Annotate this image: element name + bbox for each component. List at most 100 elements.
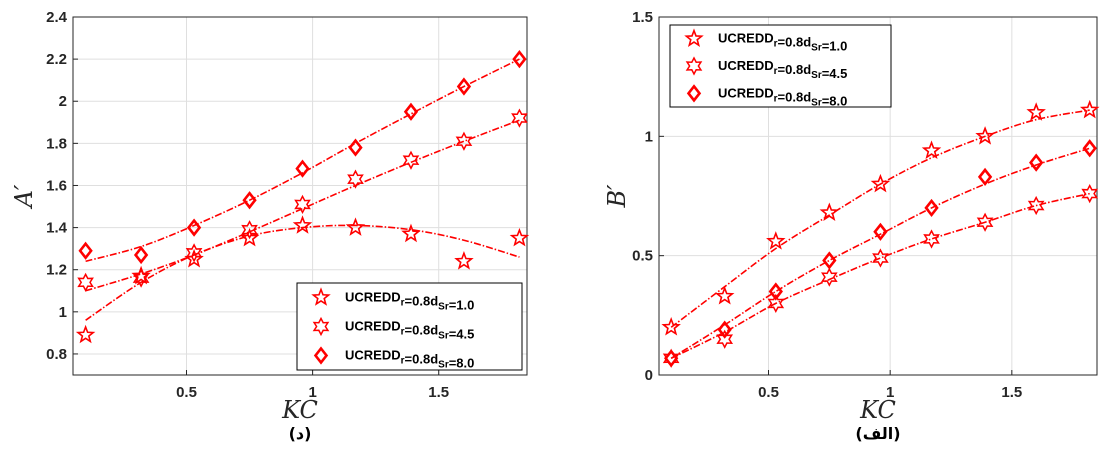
x-tick-label: 1 — [308, 384, 316, 401]
legend-entry: UCREDDr=0.8dSr=1.0 — [345, 290, 474, 313]
data-point-diamond — [403, 102, 419, 121]
data-point-hexagram — [294, 194, 311, 215]
y-tick-label: 2 — [59, 93, 67, 110]
legend-entry: UCREDDr=0.8dSr=8.0 — [345, 348, 474, 371]
data-point-diamond — [133, 245, 149, 265]
data-point-diamond — [977, 167, 993, 187]
legend-text-part: =8.0 — [449, 356, 475, 371]
legend-text-part: D — [391, 348, 400, 363]
data-point-diamond — [1082, 139, 1097, 158]
panel-caption: (د) — [289, 424, 312, 443]
legend-text-part: D — [764, 31, 773, 46]
legend-text-part: D — [391, 290, 400, 305]
legend-entry: UCREDDr=0.8dSr=8.0 — [718, 85, 847, 108]
fit-curve — [670, 109, 1090, 328]
data-point-diamond — [1029, 153, 1044, 172]
data-point-hexagram — [132, 268, 150, 288]
legend-marker-star — [311, 287, 331, 306]
y-tick-label: 1.4 — [46, 220, 68, 237]
y-tick-label: 1 — [59, 304, 67, 321]
data-point-diamond — [186, 218, 202, 237]
data-point-star — [1079, 99, 1100, 119]
legend-entry: UCREDDr=0.8dSr=4.5 — [345, 319, 474, 342]
data-point-star — [509, 227, 530, 247]
data-point-star — [345, 217, 366, 236]
legend-text-part: UCRED — [718, 85, 764, 100]
fit-curve — [85, 119, 520, 292]
legend-text-part: =1.0 — [449, 298, 475, 313]
legend-text-part: D — [764, 58, 773, 73]
data-point-diamond — [78, 241, 93, 260]
chart-panel-1: 0.5 1 1.5 0.8 1 1.2 1.4 1.6 1.8 2 2.2 2.4 KC A′ (د) UCR… — [10, 9, 530, 443]
legend: UCREDDr=0.8dSr=1.0UCREDDr=0.8dSr=4.5UCRE… — [296, 282, 523, 371]
y-tick-label: 0 — [645, 367, 653, 384]
y-tick-label: 2.2 — [46, 51, 67, 68]
legend-text-part: d — [803, 35, 811, 50]
legend-text-part: D — [391, 319, 400, 334]
legend-text-part: =0.8 — [778, 35, 804, 50]
data-point-star — [401, 223, 421, 243]
legend-subscript: r — [774, 39, 778, 50]
legend-marker-hexagram — [312, 316, 330, 337]
data-point-star — [292, 215, 313, 234]
fit-curve — [670, 147, 1090, 359]
legend-text-part: UCRED — [345, 348, 391, 363]
legend-text-part: UCRED — [345, 319, 391, 334]
data-point-hexagram — [185, 243, 203, 263]
legend-text-part: d — [803, 62, 811, 77]
series-diamond — [664, 139, 1097, 368]
series-star — [661, 99, 1100, 336]
data-point-star — [454, 251, 474, 270]
fit-curve — [85, 224, 520, 321]
data-point-hexagram — [402, 150, 420, 170]
y-tick-label: 1.6 — [46, 177, 67, 194]
data-point-hexagram — [716, 329, 734, 349]
data-point-diamond — [664, 349, 679, 368]
legend-text-part: UCRED — [718, 31, 764, 46]
fit-curve — [670, 192, 1090, 360]
y-tick-label: 1.5 — [632, 9, 653, 26]
data-point-hexagram — [976, 212, 994, 232]
legend-subscript: Sr — [438, 302, 449, 313]
x-axis-title: KC — [859, 396, 896, 424]
legend-text-part: d — [803, 89, 811, 104]
legend-box — [669, 24, 892, 108]
series-hexagram — [77, 108, 528, 292]
data-point-hexagram — [1027, 195, 1045, 216]
data-point-star — [239, 227, 260, 247]
legend-subscript: Sr — [811, 43, 822, 54]
y-axis-title: A′ — [10, 184, 38, 209]
legend-text-part: UCRED — [345, 290, 391, 305]
data-point-star — [75, 324, 96, 344]
data-point-diamond — [242, 191, 257, 210]
legend-subscript: Sr — [811, 97, 822, 108]
x-tick-label: 1.5 — [1001, 384, 1022, 401]
data-point-diamond — [768, 282, 783, 301]
legend: UCREDDr=0.8dSr=1.0UCREDDr=0.8dSr=4.5UCRE… — [669, 24, 892, 108]
legend-text-part: d — [430, 323, 438, 338]
x-tick-label: 1 — [886, 384, 894, 401]
legend-text-part: d — [430, 294, 438, 309]
legend-text-part: =4.5 — [822, 66, 848, 81]
data-point-star — [714, 285, 735, 305]
data-point-star — [661, 317, 681, 336]
data-point-hexagram — [767, 293, 785, 314]
data-point-hexagram — [455, 131, 473, 151]
legend-text-part: =0.8 — [778, 89, 804, 104]
legend-box — [296, 282, 523, 371]
chart-panel-2: 0.5 1 1.500.511.5KCB′(الف)UCREDDr=0.8dSr=1… — [603, 9, 1100, 443]
y-tick-label: 2.4 — [46, 9, 68, 26]
series-hexagram — [662, 183, 1099, 368]
legend-subscript: Sr — [438, 331, 449, 342]
data-point-star — [1026, 102, 1046, 121]
data-point-hexagram — [923, 229, 940, 249]
data-point-star — [921, 140, 942, 159]
legend-marker-diamond — [313, 346, 329, 365]
data-point-diamond — [295, 159, 310, 178]
x-tick-label: 0.5 — [176, 384, 197, 401]
legend-text-part: D — [764, 85, 773, 100]
legend-text-part: =1.0 — [822, 39, 848, 54]
legend-subscript: Sr — [811, 70, 822, 81]
legend-subscript: Sr — [438, 360, 449, 371]
